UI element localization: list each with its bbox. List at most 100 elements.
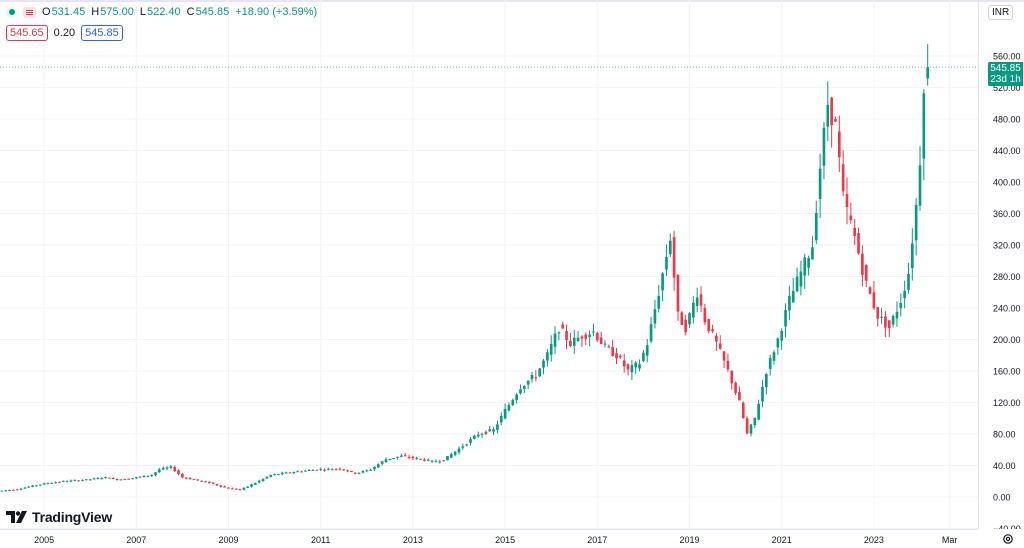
candle-body: [465, 444, 469, 446]
candle-body: [572, 337, 576, 346]
candle-body: [910, 243, 914, 269]
candle-body: [561, 324, 565, 329]
candle-body: [246, 486, 250, 488]
candle-body: [469, 439, 472, 443]
spread-value: 0.20: [53, 27, 76, 39]
candle-body: [665, 256, 668, 270]
candle-body: [861, 253, 864, 275]
candle-body: [799, 271, 803, 287]
y-tick-label: 480.00: [993, 115, 1021, 125]
tradingview-logo[interactable]: TradingView: [6, 509, 112, 525]
candle-body: [826, 104, 830, 127]
candle-body: [261, 478, 265, 482]
candle-body: [407, 457, 411, 459]
candle-body: [542, 360, 545, 368]
candle-body: [903, 290, 906, 299]
candle-body: [12, 489, 15, 491]
candle-body: [357, 472, 361, 474]
candle-body: [165, 467, 169, 469]
candle-body: [757, 403, 760, 420]
candle-body: [715, 335, 718, 342]
candle-body: [304, 470, 307, 472]
candle-body: [85, 479, 88, 481]
candle-body: [811, 247, 814, 260]
candle-body: [154, 472, 157, 475]
candle-body: [280, 472, 284, 475]
candle-body: [657, 295, 661, 309]
candle-body: [707, 318, 711, 332]
candle-body: [250, 484, 253, 487]
candle-body: [392, 458, 396, 460]
candle-body: [849, 215, 853, 221]
candle-body: [411, 456, 415, 459]
candle-body: [61, 480, 65, 482]
menu-icon[interactable]: [23, 6, 36, 18]
time-axis[interactable]: 2005 2007 2009 2011 2013 2015 2017 2019 2021 2023…: [0, 529, 978, 548]
candle-body: [92, 478, 96, 480]
candle-body: [269, 474, 273, 477]
candle-body: [926, 67, 930, 79]
y-tick-label: 240.00: [993, 304, 1021, 314]
candle-body: [918, 165, 922, 206]
y-tick-label: 80.00: [993, 430, 1016, 440]
candle-body: [134, 477, 138, 479]
candle-body: [81, 480, 84, 482]
settings-icon[interactable]: [1002, 533, 1014, 545]
candle-body: [607, 346, 611, 348]
candle-body: [907, 274, 910, 290]
candle-body: [803, 257, 807, 276]
candle-body: [257, 480, 261, 483]
candle-body: [296, 471, 299, 473]
x-tick-label: 2011: [311, 535, 330, 545]
ask-badge[interactable]: 545.85: [81, 25, 123, 41]
candle-body: [584, 334, 588, 339]
candle-body: [784, 309, 787, 327]
candle-body: [461, 446, 465, 448]
chart-plot-area[interactable]: [0, 0, 978, 529]
candle-body: [788, 295, 791, 311]
candle-body: [254, 482, 257, 485]
candle-body: [277, 474, 280, 476]
candle-body: [315, 469, 319, 471]
y-tick-label: 160.00: [993, 367, 1021, 377]
candle-body: [599, 337, 603, 345]
candle-body: [449, 454, 453, 458]
candle-body: [353, 472, 357, 474]
candle-body: [158, 469, 161, 473]
y-tick-label: 40.00: [993, 461, 1016, 471]
candle-body: [138, 476, 142, 478]
bid-badge[interactable]: 545.65: [6, 25, 48, 41]
candle-body: [284, 472, 288, 474]
candle-body: [634, 362, 638, 368]
currency-selector[interactable]: INR: [988, 5, 1014, 20]
candle-body: [914, 205, 918, 241]
candle-body: [457, 448, 461, 453]
candle-body: [680, 312, 684, 325]
high-value: H575.00: [91, 6, 134, 18]
candle-body: [768, 358, 772, 369]
candle-body: [595, 333, 599, 341]
candle-body: [576, 337, 580, 342]
candle-body: [838, 131, 841, 158]
candle-body: [711, 329, 714, 332]
candle-body: [46, 483, 50, 485]
candle-body: [8, 489, 11, 491]
candle-body: [54, 482, 57, 484]
price-axis[interactable]: 560.00 520.00 480.00 440.00 400.00 360.00 320.…: [978, 0, 1024, 529]
candle-body: [88, 479, 92, 481]
candle-body: [695, 297, 699, 306]
market-status-icon[interactable]: [6, 6, 17, 18]
candle-body: [311, 469, 315, 471]
y-tick-label: 400.00: [993, 178, 1021, 188]
low-value: L522.40: [139, 6, 181, 18]
grid-lines: [0, 0, 978, 529]
candle-body: [499, 415, 503, 423]
bid-ask-legend: 545.65 0.20 545.85: [6, 25, 123, 41]
candle-body: [211, 482, 215, 484]
candle-body: [419, 458, 422, 460]
candle-body: [749, 424, 753, 434]
candle-body: [423, 459, 426, 461]
candle-body: [242, 487, 246, 490]
candle-body: [887, 320, 891, 329]
candle-body: [899, 303, 903, 309]
